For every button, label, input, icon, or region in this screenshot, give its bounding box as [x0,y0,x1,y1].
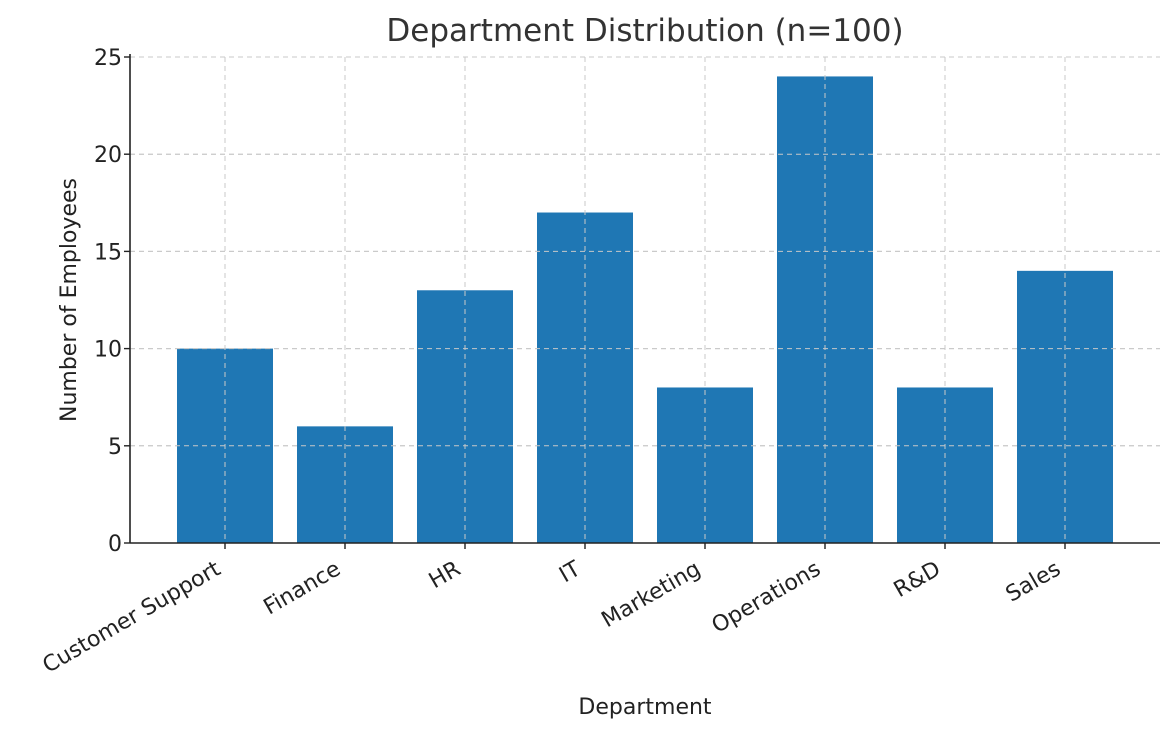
y-tick-label: 25 [94,46,122,71]
y-axis-label: Number of Employees [57,178,82,422]
y-ticks: 0 5 10 15 20 25 [94,46,130,557]
x-tick-label: Customer Support [39,556,226,678]
x-axis-label: Department [578,695,712,720]
y-tick-label: 5 [108,435,122,460]
x-tick-label: IT [555,556,585,588]
x-tick-label: HR [425,557,465,595]
x-tick-label: Operations [708,557,825,639]
y-tick-label: 0 [108,532,122,557]
grid [130,56,1160,544]
axes [129,54,1160,544]
bars [130,56,1160,543]
chart-title: Department Distribution (n=100) [386,13,903,49]
y-tick-label: 20 [94,143,122,168]
x-tick-label: Marketing [598,557,705,633]
y-tick-label: 15 [94,240,122,265]
x-tick-label: R&D [890,557,945,603]
x-ticks: Customer Support Finance HR IT Marketing Oper… [39,543,1066,679]
y-tick-label: 10 [94,338,122,363]
x-tick-label: Sales [1002,557,1065,608]
x-tick-label: Finance [260,557,345,621]
bar [1017,270,1113,543]
